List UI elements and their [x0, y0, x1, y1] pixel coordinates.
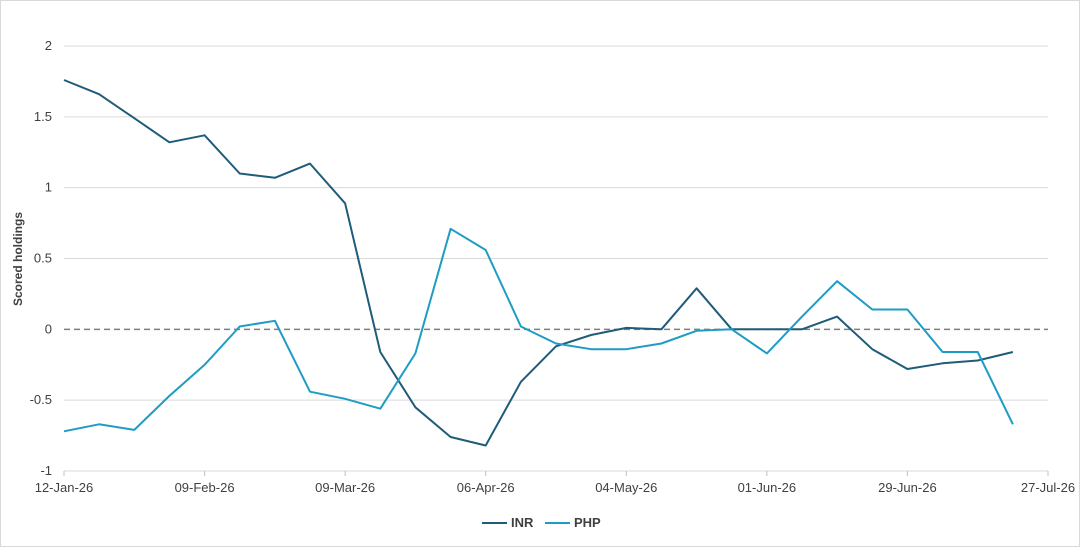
- y-axis-title: Scored holdings: [11, 212, 25, 306]
- y-axis-ticks: -1 -0.5 0 0.5 1 1.5 2: [30, 38, 52, 478]
- x-tick-label: 01-Jun-26: [738, 480, 797, 495]
- legend-label-inr: INR: [511, 515, 534, 530]
- x-axis: 12-Jan-26 09-Feb-26 09-Mar-26 06-Apr-26 04-M…: [35, 470, 1075, 495]
- x-tick-label: 06-Apr-26: [457, 480, 515, 495]
- y-tick-label: 0.5: [34, 251, 52, 266]
- series-line-php: [63, 227, 1014, 433]
- x-tick-label: 04-May-26: [595, 480, 657, 495]
- gridlines: [64, 45, 1048, 472]
- y-tick-label: -1: [40, 463, 52, 478]
- x-tick-label: 29-Jun-26: [878, 480, 937, 495]
- y-tick-label: -0.5: [30, 392, 52, 407]
- series-line-inr: [63, 79, 1014, 447]
- x-tick-label: 27-Jul-26: [1021, 480, 1075, 495]
- x-tick-label: 09-Mar-26: [315, 480, 375, 495]
- x-tick-label: 12-Jan-26: [35, 480, 94, 495]
- y-tick-label: 0: [45, 321, 52, 336]
- series-lines: [63, 79, 1014, 447]
- y-tick-label: 2: [45, 38, 52, 53]
- y-tick-label: 1.5: [34, 109, 52, 124]
- x-tick-label: 09-Feb-26: [175, 480, 235, 495]
- y-tick-label: 1: [45, 180, 52, 195]
- legend: INR PHP: [482, 515, 601, 530]
- legend-label-php: PHP: [574, 515, 601, 530]
